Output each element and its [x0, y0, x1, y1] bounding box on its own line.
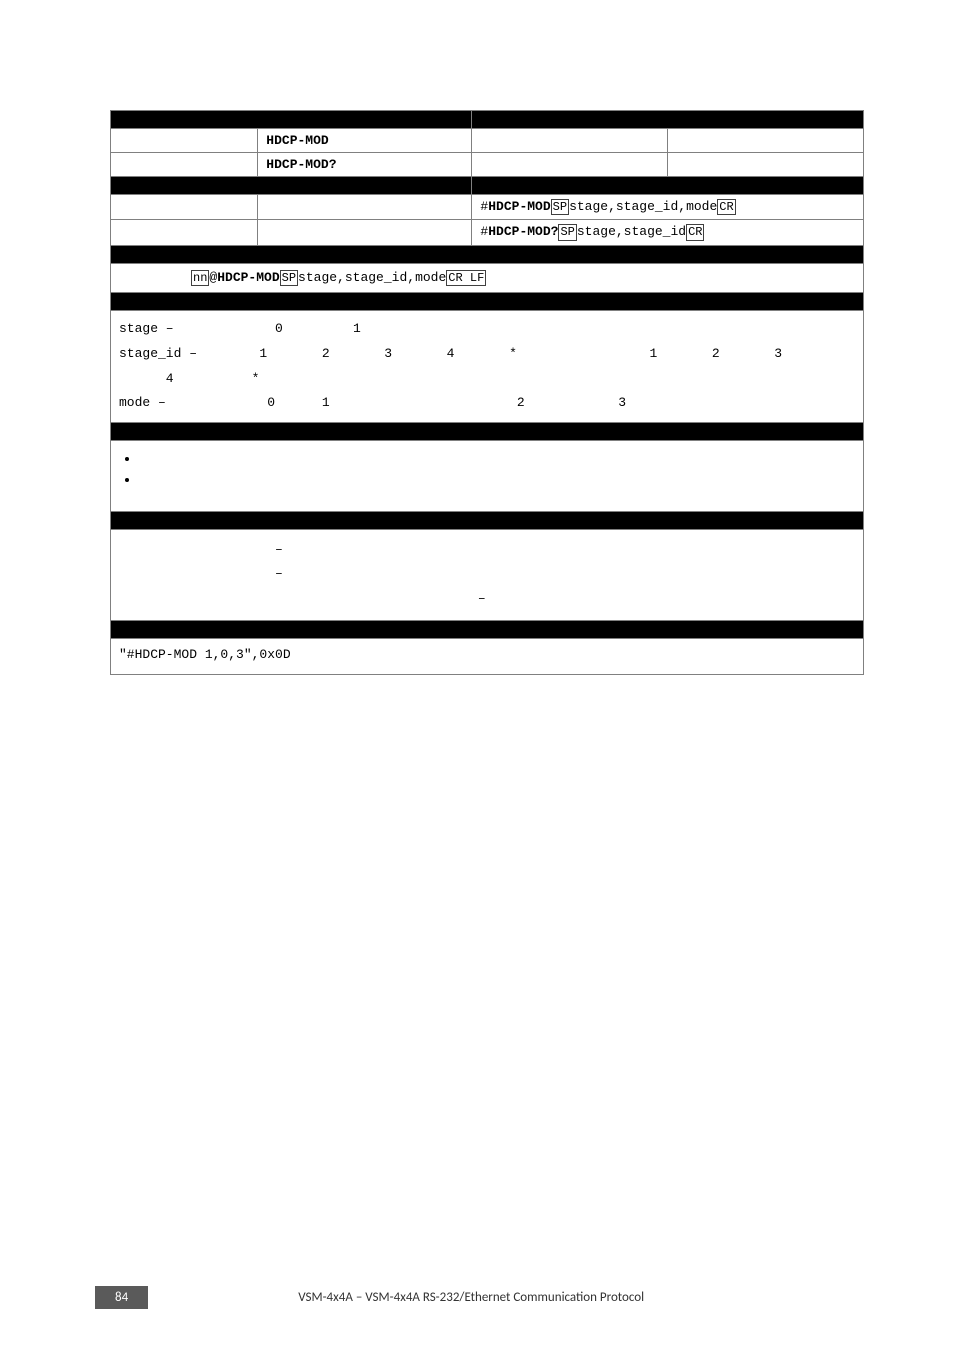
set-cmd-bold: HDCP-MOD: [488, 199, 550, 214]
resp-crlf-box: CR LF: [446, 270, 486, 286]
get-desc-2: [668, 153, 864, 177]
set-syntax-left: [258, 195, 472, 220]
syntax-header-left: [111, 177, 472, 195]
get-syntax-left: [258, 220, 472, 245]
set-sp-box: SP: [551, 199, 569, 215]
get-syntax-label: [111, 220, 258, 245]
get-syntax: #HDCP-MOD?SPstage,stage_idCR: [472, 220, 864, 245]
set-label: [111, 129, 258, 153]
example-text: "#HDCP-MOD 1,0,3",0x0D: [119, 647, 855, 662]
notes-header: [111, 422, 864, 440]
kfactor-1: –: [119, 538, 855, 563]
note-2: [139, 470, 855, 491]
set-syntax-label: [111, 195, 258, 220]
resp-args: stage,stage_id,mode: [298, 270, 446, 285]
resp-cmd-bold: HDCP-MOD: [217, 270, 279, 285]
set-cr-box: CR: [717, 199, 735, 215]
get-sp-box: SP: [558, 224, 576, 240]
resp-nn-box: nn: [191, 270, 209, 286]
page-footer: 84 VSM-4x4A – VSM-4x4A RS-232/Ethernet C…: [0, 1286, 954, 1309]
params-content: stage – 0 1 stage_id – 1 2 3 4 * 1 2 3 4…: [111, 311, 864, 423]
example-header: [111, 620, 864, 638]
response-header: [111, 245, 864, 263]
kfactor-content: – – –: [111, 529, 864, 620]
get-cr-box: CR: [686, 224, 704, 240]
footer-title: VSM-4x4A – VSM-4x4A RS-232/Ethernet Comm…: [298, 1290, 644, 1305]
get-cmd-bold: HDCP-MOD?: [488, 224, 558, 239]
get-label: [111, 153, 258, 177]
notes-content: [111, 440, 864, 511]
header-left: [111, 111, 472, 129]
get-cmd-text: HDCP-MOD?: [266, 157, 336, 172]
resp-sp-box: SP: [280, 270, 298, 286]
kfactor-2: –: [119, 562, 855, 587]
syntax-header-right: [472, 177, 864, 195]
set-command: HDCP-MOD: [258, 129, 472, 153]
page-number: 84: [95, 1286, 148, 1309]
param-mode: mode – 0 1 2 3: [119, 391, 855, 416]
set-syntax: #HDCP-MODSPstage,stage_id,modeCR: [472, 195, 864, 220]
set-cmd-text: HDCP-MOD: [266, 133, 328, 148]
response-syntax: nn@HDCP-MODSPstage,stage_id,modeCR LF: [111, 263, 864, 292]
example-content: "#HDCP-MOD 1,0,3",0x0D: [111, 638, 864, 674]
header-right: [472, 111, 864, 129]
set-desc-1: [472, 129, 668, 153]
note-1: [139, 449, 855, 470]
param-stage: stage – 0 1: [119, 317, 855, 342]
kfactor-header: [111, 511, 864, 529]
command-table: HDCP-MOD HDCP-MOD? #HDCP-MODSPstage,stag…: [110, 110, 864, 675]
get-desc-1: [472, 153, 668, 177]
param-stage-id-cont: 4 *: [119, 367, 855, 392]
set-args: stage,stage_id,mode: [569, 199, 717, 214]
get-args: stage,stage_id: [577, 224, 686, 239]
get-command: HDCP-MOD?: [258, 153, 472, 177]
param-stage-id: stage_id – 1 2 3 4 * 1 2 3: [119, 342, 855, 367]
set-desc-2: [668, 129, 864, 153]
kfactor-3: –: [119, 587, 855, 612]
params-header: [111, 293, 864, 311]
